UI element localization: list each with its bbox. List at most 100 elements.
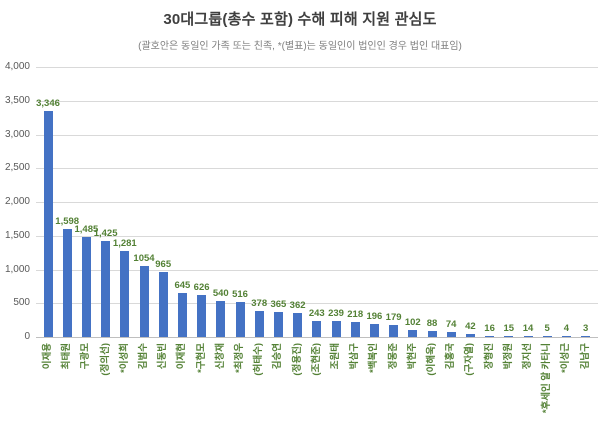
bar-value-label: 1054 <box>133 252 155 264</box>
x-category-label: *이성근 <box>560 343 572 373</box>
x-category-label: *후세인 알 카타니 <box>541 343 553 414</box>
gridline <box>36 168 598 170</box>
y-tick-label: 2,000 <box>4 196 30 207</box>
bar-value-label: 74 <box>445 319 457 330</box>
bar-value-label: 218 <box>347 309 364 321</box>
bar <box>331 320 341 337</box>
x-category-label: 장형진 <box>483 343 495 370</box>
x-category-label: 조원태 <box>330 343 341 370</box>
bar <box>273 312 283 337</box>
bar-value-label: 243 <box>308 307 325 319</box>
bar <box>523 335 533 337</box>
bar <box>43 111 53 337</box>
x-category-label: 박삼구 <box>349 343 361 370</box>
bar <box>504 335 514 337</box>
bar-value-label: 239 <box>328 307 344 319</box>
x-category-label: 박현주 <box>406 343 418 370</box>
y-tick-label: 2,500 <box>4 162 30 174</box>
x-category-label: (정용진) <box>291 343 303 376</box>
bar <box>235 302 245 337</box>
bar <box>350 322 360 337</box>
x-category-label: (조현준) <box>310 343 322 376</box>
gridline <box>36 235 598 237</box>
bar <box>139 265 149 337</box>
bar <box>120 250 130 337</box>
bar-value-label: 4 <box>563 322 570 334</box>
x-category-label: (정의선) <box>99 343 111 376</box>
gridline <box>36 100 598 102</box>
x-category-label: (구자열) <box>464 343 476 376</box>
x-category-label: 김홍국 <box>445 343 457 370</box>
bar-value-label: 645 <box>174 280 191 292</box>
chart-title: 30대그룹(총수 포함) 수해 피해 지원 관심도 <box>163 11 437 28</box>
x-category-label: *구현모 <box>195 343 207 373</box>
bar-value-label: 15 <box>503 322 515 334</box>
x-category-label: *백복인 <box>368 343 380 373</box>
bar <box>465 334 475 337</box>
x-category-label: 신동빈 <box>157 343 169 370</box>
y-tick-label: 500 <box>13 297 30 309</box>
x-category-label: 정지선 <box>522 343 533 370</box>
x-category-label: (이해욱) <box>426 343 437 376</box>
bar-value-label: 362 <box>289 299 306 311</box>
bar <box>446 332 456 337</box>
x-category-label: 신창재 <box>214 343 226 370</box>
bar <box>81 236 91 337</box>
bar-value-label: 365 <box>270 299 287 311</box>
bar <box>581 335 591 337</box>
bar <box>561 335 571 337</box>
bar-value-label: 88 <box>426 318 438 330</box>
bar-value-label: 540 <box>212 287 229 299</box>
bar-value-label: 1,425 <box>93 227 118 239</box>
bar-value-label: 196 <box>366 310 383 322</box>
y-tick-label: 1,000 <box>4 263 30 275</box>
bar <box>177 293 187 337</box>
bar <box>485 335 495 337</box>
bar <box>389 324 399 337</box>
x-category-label: 최태원 <box>61 343 73 370</box>
x-category-label: 이재현 <box>176 343 188 370</box>
x-category-label: 정몽준 <box>387 343 399 370</box>
x-category-label: (허태수) <box>253 343 265 376</box>
gridline <box>36 134 598 136</box>
bar <box>312 320 322 337</box>
y-tick-label: 0 <box>24 331 30 342</box>
bar-value-label: 42 <box>465 321 476 333</box>
bar-value-label: 1,281 <box>112 237 137 249</box>
bar <box>101 240 111 337</box>
gridline <box>36 269 598 271</box>
x-category-label: 이재용 <box>42 343 53 370</box>
y-tick-label: 4,000 <box>4 61 30 72</box>
bar-value-label: 179 <box>385 311 402 323</box>
gridline <box>36 303 598 305</box>
bar <box>62 229 72 337</box>
bar-value-label: 14 <box>522 322 534 334</box>
bar <box>158 271 168 337</box>
bar-value-label: 1,485 <box>74 223 99 235</box>
x-category-label: 박정원 <box>502 343 514 370</box>
bar-value-label: 102 <box>404 317 421 329</box>
x-category-label: 김남구 <box>579 343 591 370</box>
bar-value-label: 516 <box>232 289 248 301</box>
y-tick-label: 1,500 <box>4 229 30 241</box>
gridline <box>36 202 598 203</box>
bar <box>369 323 379 337</box>
bar <box>254 311 264 337</box>
bar <box>216 300 226 337</box>
bar-value-label: 1,598 <box>55 216 80 228</box>
chart-subtitle: (괄호안은 동일인 가족 또는 친족, *(별표)는 동일인이 법인인 경우 법… <box>138 41 462 52</box>
bar <box>408 330 418 337</box>
bar-value-label: 626 <box>193 281 210 293</box>
x-category-label: *최정우 <box>234 343 245 373</box>
bar-value-label: 3 <box>582 322 589 334</box>
bar <box>197 294 207 337</box>
x-axis-line <box>36 337 598 338</box>
bar-value-label: 378 <box>251 298 268 310</box>
y-tick-label: 3,500 <box>4 94 30 106</box>
y-tick-label: 3,000 <box>4 128 30 140</box>
bar-value-label: 5 <box>544 322 550 334</box>
bar <box>293 312 303 337</box>
bar-value-label: 16 <box>484 322 495 334</box>
